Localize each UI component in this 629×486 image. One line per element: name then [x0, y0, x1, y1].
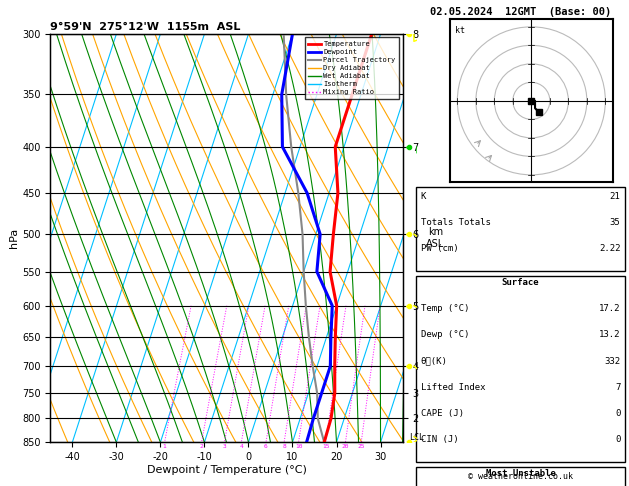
Text: 17.2: 17.2 — [599, 304, 620, 313]
Text: 15: 15 — [322, 444, 330, 449]
Text: 1: 1 — [163, 444, 167, 449]
Text: 0: 0 — [615, 435, 620, 445]
Text: 13.2: 13.2 — [599, 330, 620, 340]
Text: 10: 10 — [295, 444, 303, 449]
Text: CIN (J): CIN (J) — [421, 435, 459, 445]
Text: K: K — [421, 192, 426, 201]
Text: 21: 21 — [610, 192, 620, 201]
Text: 0: 0 — [615, 409, 620, 418]
Text: LCL: LCL — [409, 433, 425, 442]
Text: 25: 25 — [357, 444, 365, 449]
Text: 35: 35 — [610, 218, 620, 227]
Text: 20: 20 — [342, 444, 349, 449]
Text: © weatheronline.co.uk: © weatheronline.co.uk — [468, 472, 573, 481]
Text: 7: 7 — [615, 383, 620, 392]
Bar — [416, 276, 625, 462]
Text: Dewp (°C): Dewp (°C) — [421, 330, 469, 340]
Text: 2.22: 2.22 — [599, 244, 620, 254]
X-axis label: Dewpoint / Temperature (°C): Dewpoint / Temperature (°C) — [147, 465, 306, 475]
Text: 332: 332 — [604, 357, 620, 366]
Text: θᴄ(K): θᴄ(K) — [421, 357, 448, 366]
Text: Most Unstable: Most Unstable — [486, 469, 555, 478]
Text: Temp (°C): Temp (°C) — [421, 304, 469, 313]
Bar — [416, 187, 625, 271]
Text: Lifted Index: Lifted Index — [421, 383, 485, 392]
Text: 8: 8 — [282, 444, 286, 449]
Text: 2: 2 — [199, 444, 203, 449]
Y-axis label: hPa: hPa — [9, 228, 19, 248]
Text: Surface: Surface — [502, 278, 539, 287]
Legend: Temperature, Dewpoint, Parcel Trajectory, Dry Adiabat, Wet Adiabat, Isotherm, Mi: Temperature, Dewpoint, Parcel Trajectory… — [304, 37, 399, 99]
Text: 02.05.2024  12GMT  (Base: 00): 02.05.2024 12GMT (Base: 00) — [430, 7, 611, 17]
Text: 6: 6 — [264, 444, 268, 449]
Text: PW (cm): PW (cm) — [421, 244, 459, 254]
Text: 3: 3 — [223, 444, 226, 449]
Text: kt: kt — [455, 26, 465, 35]
Text: CAPE (J): CAPE (J) — [421, 409, 464, 418]
Bar — [416, 467, 625, 486]
Text: 4: 4 — [240, 444, 243, 449]
Text: Totals Totals: Totals Totals — [421, 218, 491, 227]
Text: 9°59'N  275°12'W  1155m  ASL: 9°59'N 275°12'W 1155m ASL — [50, 22, 241, 32]
Y-axis label: km
ASL: km ASL — [426, 227, 444, 249]
